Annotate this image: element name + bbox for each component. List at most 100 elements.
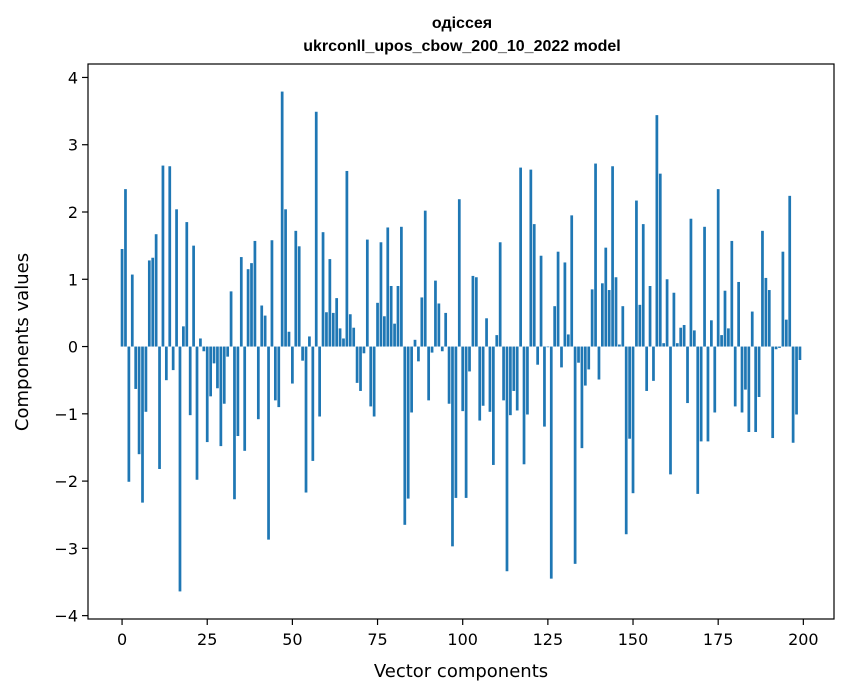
bar-51 (294, 230, 298, 347)
bar-17 (178, 346, 182, 592)
bar-130 (563, 262, 567, 347)
bar-4 (134, 346, 138, 389)
bar-15 (171, 346, 175, 371)
bar-108 (488, 346, 492, 412)
bar-144 (611, 166, 614, 347)
bar-131 (566, 334, 570, 347)
bar-117 (519, 167, 522, 347)
bar-190 (767, 290, 771, 347)
x-tick-label: 0 (117, 630, 127, 649)
bar-166 (686, 346, 689, 404)
bar-13 (164, 346, 168, 381)
bar-78 (386, 227, 390, 347)
bar-33 (233, 346, 236, 500)
bar-149 (628, 346, 631, 439)
x-tick-label: 100 (447, 630, 478, 649)
bar-5 (137, 346, 141, 455)
bar-125 (546, 346, 550, 348)
bar-55 (308, 336, 311, 347)
bar-18 (182, 326, 185, 347)
bar-150 (631, 346, 635, 494)
bar-109 (492, 346, 495, 465)
bar-25 (205, 346, 209, 443)
bar-54 (304, 346, 308, 493)
bar-3 (130, 274, 134, 347)
bar-87 (417, 346, 420, 362)
bar-194 (781, 251, 785, 347)
bar-172 (706, 346, 710, 442)
bar-69 (355, 346, 359, 383)
bar-165 (682, 325, 686, 347)
x-tick-label: 150 (618, 630, 649, 649)
bar-39 (253, 240, 257, 347)
bar-84 (406, 346, 410, 499)
bar-167 (689, 218, 693, 347)
bar-65 (342, 338, 345, 347)
bar-121 (532, 224, 536, 347)
bar-106 (481, 346, 485, 406)
bar-7 (144, 346, 148, 412)
bar-188 (761, 230, 764, 347)
bar-82 (400, 226, 403, 347)
bar-8 (147, 260, 151, 347)
bar-124 (543, 346, 546, 427)
x-tick-label: 125 (533, 630, 564, 649)
bar-63 (335, 298, 339, 347)
bar-102 (468, 346, 471, 372)
bar-132 (570, 215, 574, 347)
bar-187 (757, 346, 761, 397)
bar-186 (754, 346, 758, 432)
y-tick-label: −3 (54, 539, 78, 558)
bar-9 (151, 257, 155, 347)
bar-36 (243, 346, 247, 451)
y-tick-label: −2 (54, 472, 78, 491)
bar-107 (485, 318, 488, 347)
bar-198 (795, 346, 798, 415)
bar-68 (352, 327, 356, 347)
chart-title: одіссея (432, 15, 492, 32)
bar-1 (124, 189, 127, 347)
bar-127 (553, 306, 557, 347)
bar-90 (427, 346, 431, 401)
bar-159 (662, 343, 666, 347)
bar-98 (454, 346, 458, 498)
bar-173 (710, 320, 713, 347)
x-tick-label: 50 (282, 630, 302, 649)
bar-44 (270, 240, 274, 347)
bar-155 (648, 286, 652, 347)
bar-41 (260, 305, 264, 347)
bar-47 (280, 91, 284, 347)
x-tick-label: 175 (703, 630, 734, 649)
bar-52 (297, 246, 301, 347)
bar-143 (607, 290, 611, 347)
bar-31 (226, 346, 230, 357)
bar-97 (451, 346, 454, 547)
bar-56 (311, 346, 315, 461)
y-tick-label: 0 (68, 338, 78, 357)
bars-group (120, 91, 802, 592)
bar-158 (658, 173, 662, 347)
bar-174 (713, 346, 717, 413)
bar-116 (515, 346, 519, 411)
bar-163 (675, 343, 679, 347)
bar-101 (464, 346, 468, 498)
bar-112 (502, 346, 505, 401)
bar-181 (737, 281, 740, 347)
bar-27 (212, 346, 216, 364)
x-axis: 0 25 50 75 100 125 150 175 200 (117, 619, 819, 649)
bar-160 (665, 279, 669, 347)
bar-38 (250, 263, 253, 347)
y-axis: −4 −3 −2 −1 0 1 2 3 4 (54, 68, 88, 626)
bar-35 (239, 257, 243, 347)
x-axis-label: Vector components (374, 661, 548, 682)
bar-77 (382, 316, 386, 347)
bar-113 (505, 346, 509, 572)
bar-95 (444, 312, 448, 347)
bar-11 (158, 346, 161, 469)
bar-103 (471, 275, 475, 347)
bar-23 (199, 338, 202, 347)
plot-frame (87, 63, 835, 620)
bar-72 (365, 239, 369, 347)
bar-178 (727, 328, 730, 347)
bar-115 (512, 346, 516, 391)
